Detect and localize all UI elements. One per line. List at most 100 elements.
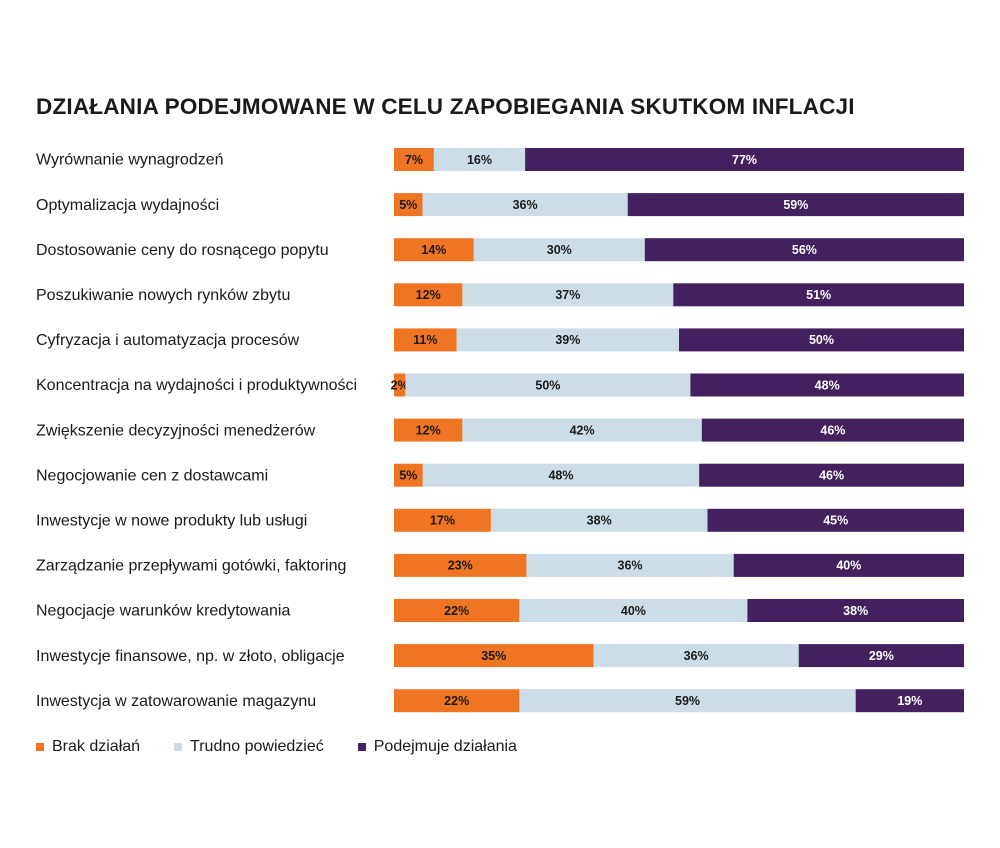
category-label: Koncentracja na wydajności i produktywno…	[36, 377, 357, 394]
category-label: Dostosowanie ceny do rosnącego popytu	[36, 242, 329, 259]
bar-segment-trudno	[519, 599, 748, 622]
bars: 7% 16% 77% 5% 36% 59% 14% 30% 56% 12% 37% 51% 11% 39%…	[391, 148, 964, 713]
bar-segment-podejmuje	[679, 328, 964, 352]
bar-segment-podejmuje	[644, 238, 964, 262]
value-label: 77%	[732, 153, 757, 167]
bar-segment-podejmuje	[798, 644, 964, 668]
bar-segment-podejmuje	[707, 508, 964, 532]
bar-segment-podejmuje	[673, 283, 964, 307]
value-label: 23%	[448, 559, 473, 573]
bar-segment-trudno	[462, 418, 702, 442]
legend-label-brak: Brak działań	[52, 738, 141, 755]
value-label: 22%	[444, 694, 469, 708]
value-label: 36%	[684, 649, 709, 663]
value-label: 46%	[819, 468, 844, 482]
bar-segment-trudno	[422, 193, 628, 217]
category-label: Optymalizacja wydajności	[36, 197, 219, 214]
legend-swatch-brak	[36, 743, 44, 751]
value-label: 38%	[843, 604, 868, 618]
category-labels: Wyrównanie wynagrodzeń Optymalizacja wyda…	[36, 152, 357, 710]
bar-segment-brak	[394, 689, 520, 713]
category-label: Poszukiwanie nowych rynków zbytu	[36, 287, 290, 304]
bar-segment-trudno	[456, 328, 679, 352]
category-label: Zarządzanie przepływami gotówki, faktori…	[36, 558, 346, 575]
category-label: Inwestycja w zatowarowanie magazynu	[36, 693, 316, 710]
value-label: 16%	[467, 153, 492, 167]
value-label: 59%	[675, 694, 700, 708]
bar-segment-brak	[394, 463, 423, 487]
chart-title: DZIAŁANIA PODEJMOWANE W CELU ZAPOBIEGANI…	[36, 94, 855, 119]
legend-label-podejmuje: Podejmuje działania	[373, 738, 517, 755]
value-label: 5%	[399, 198, 417, 212]
bar-segment-trudno	[473, 238, 645, 262]
bar-segment-trudno	[490, 508, 708, 532]
value-label: 37%	[555, 288, 580, 302]
bar-segment-brak	[394, 193, 423, 217]
value-label: 51%	[806, 288, 831, 302]
category-label: Inwestycje finansowe, np. w złoto, oblig…	[36, 648, 345, 665]
value-label: 29%	[869, 649, 894, 663]
value-label: 36%	[618, 559, 643, 573]
value-label: 59%	[783, 198, 808, 212]
bar-segment-trudno	[422, 463, 700, 487]
legend-item-brak: Brak działań	[36, 738, 140, 756]
bar-segment-podejmuje	[855, 689, 964, 713]
value-label: 42%	[570, 423, 595, 437]
value-label: 17%	[430, 514, 455, 528]
bar-segment-podejmuje	[525, 148, 964, 171]
legend-item-podejmuje: Podejmuje działania	[357, 738, 517, 756]
value-label: 2%	[391, 378, 409, 392]
category-label: Negocjacje warunków kredytowania	[36, 603, 290, 620]
bar-segment-brak	[394, 418, 463, 442]
bar-segment-brak	[394, 553, 527, 577]
bar-segment-brak	[394, 283, 463, 307]
bar-segment-brak	[394, 238, 474, 262]
value-label: 35%	[481, 649, 506, 663]
bar-segment-trudno	[405, 373, 691, 397]
value-label: 19%	[897, 694, 922, 708]
bar-segment-podejmuje	[701, 418, 964, 442]
bar-segment-brak	[394, 644, 594, 668]
bar-segment-trudno	[526, 553, 734, 577]
bar-segment-trudno	[519, 689, 856, 713]
value-label: 48%	[815, 378, 840, 392]
value-label: 36%	[513, 198, 538, 212]
value-label: 7%	[405, 153, 423, 167]
value-label: 48%	[548, 468, 573, 482]
bar-segment-podejmuje	[690, 373, 964, 397]
value-label: 40%	[621, 604, 646, 618]
legend-label-trudno: Trudno powiedzieć	[190, 738, 324, 755]
category-label: Wyrównanie wynagrodzeń	[36, 152, 224, 169]
value-label: 40%	[836, 559, 861, 573]
bar-segment-brak	[394, 599, 520, 622]
bar-segment-trudno	[462, 283, 674, 307]
value-label: 56%	[792, 243, 817, 257]
bar-segment-trudno	[433, 148, 526, 171]
value-label: 50%	[809, 333, 834, 347]
legend: Brak działań Trudno powiedzieć Podejmuje…	[36, 738, 551, 756]
value-label: 22%	[444, 604, 469, 618]
bar-segment-podejmuje	[627, 193, 964, 217]
value-label: 12%	[416, 423, 441, 437]
value-label: 12%	[416, 288, 441, 302]
value-label: 14%	[421, 243, 446, 257]
legend-swatch-podejmuje	[357, 743, 366, 751]
bar-segment-podejmuje	[733, 553, 964, 577]
legend-swatch-trudno	[174, 743, 183, 751]
value-label: 50%	[535, 378, 560, 392]
value-label: 45%	[823, 514, 848, 528]
bar-segment-brak	[394, 328, 457, 352]
value-label: 39%	[555, 333, 580, 347]
value-label: 38%	[587, 514, 612, 528]
value-label: 46%	[820, 423, 845, 437]
value-label: 11%	[413, 333, 437, 347]
category-label: Inwestycje w nowe produkty lub usługi	[36, 513, 307, 530]
category-label: Zwiększenie decyzyjności menedżerów	[36, 422, 316, 439]
bar-segment-trudno	[593, 644, 799, 668]
bar-segment-brak	[394, 508, 491, 532]
value-label: 30%	[547, 243, 572, 257]
bar-segment-podejmuje	[747, 599, 964, 622]
category-label: Negocjowanie cen z dostawcami	[36, 467, 268, 484]
value-label: 5%	[399, 468, 417, 482]
